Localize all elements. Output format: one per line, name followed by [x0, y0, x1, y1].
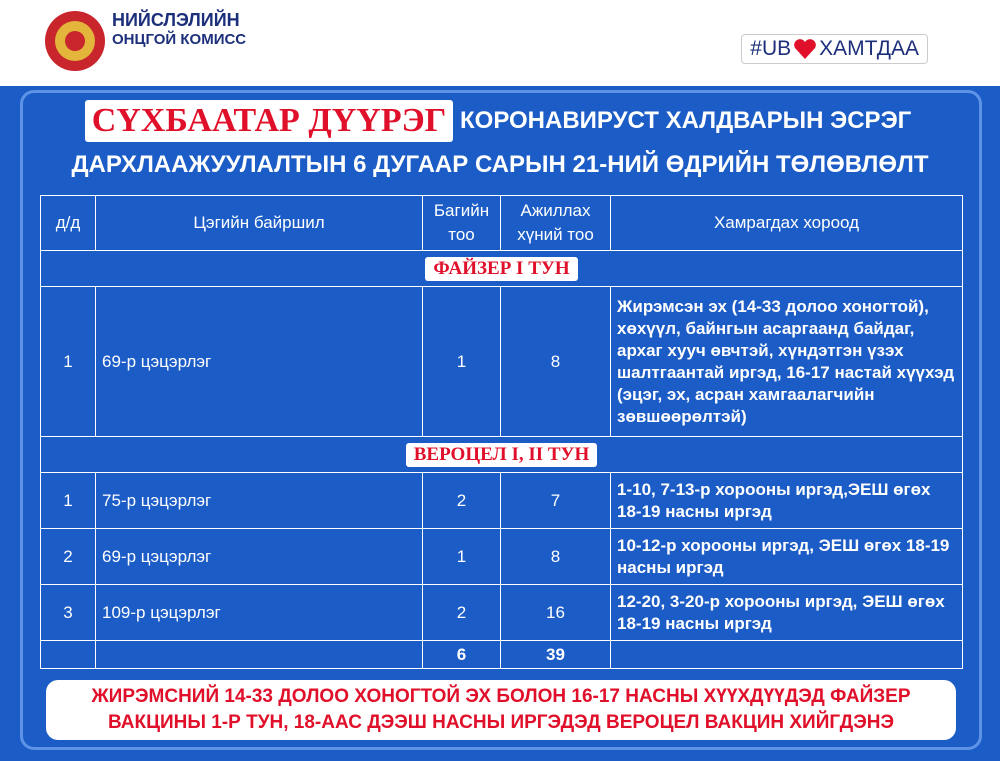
- org-line: НИЙСЛЭЛИЙН: [112, 10, 240, 30]
- cell: 1: [40, 286, 96, 437]
- column-header: Хамрагдах хороод: [610, 195, 963, 251]
- hashtag-suffix: ХАМТДАА: [819, 37, 919, 60]
- org-line: ОНЦГОЙ КОМИСС: [112, 31, 247, 48]
- column-header: д/д: [40, 195, 96, 251]
- cell: 69-р цэцэрлэг: [95, 286, 423, 437]
- frame: [20, 90, 982, 750]
- column-header: Багийн тоо: [422, 195, 501, 251]
- total-cell: 6: [422, 640, 501, 669]
- cell: Жирэмсэн эх (14-33 долоо хоногтой), хөхү…: [610, 286, 963, 437]
- heart: [794, 39, 816, 59]
- cell: 8: [500, 286, 611, 437]
- hashtag-prefix: #UB: [750, 37, 792, 60]
- cell: 2: [422, 472, 501, 529]
- cell: 109-р цэцэрлэг: [95, 584, 423, 641]
- section-cell: ФАЙЗЕР I ТУН: [40, 250, 963, 287]
- section-row: ФАЙЗЕР I ТУН: [40, 250, 963, 287]
- cell: 75-р цэцэрлэг: [95, 472, 423, 529]
- header: НИЙСЛЭЛИЙН ОНЦГОЙ КОМИСС #UB ХАМТДАА: [0, 0, 1000, 86]
- footer-line: ВАКЦИНЫ 1-Р ТУН, 18-ААС ДЭЭШ НАСНЫ ИРГЭД…: [108, 712, 894, 733]
- total-cell: 39: [500, 640, 611, 669]
- hashtag: #UB ХАМТДАА: [741, 34, 928, 64]
- cell: 1: [40, 472, 96, 529]
- cell: 69-р цэцэрлэг: [95, 528, 423, 585]
- cell: 7: [500, 472, 611, 529]
- cell: 1: [422, 528, 501, 585]
- cell: [610, 640, 963, 669]
- footer-line: ЖИРЭМСНИЙ 14-33 ДОЛОО ХОНОГТОЙ ЭХ БОЛОН …: [91, 686, 911, 707]
- cell: [40, 640, 96, 669]
- cell: 2: [422, 584, 501, 641]
- row: 1 69-р цэцэрлэг 1 8 Жирэмсэн эх (14-33 долоо…: [40, 286, 963, 437]
- cell: 8: [500, 528, 611, 585]
- title-line: КОРОНАВИРУСТ ХАЛДВАРЫН ЭСРЭГ: [460, 107, 912, 134]
- footer: ЖИРЭМСНИЙ 14-33 ДОЛОО ХОНОГТОЙ ЭХ БОЛОН …: [46, 680, 956, 740]
- cell: 1-10, 7-13-р хорооны иргэд,ЭЕШ өгөх 18-1…: [610, 472, 963, 529]
- content: СҮХБААТАР ДҮҮРЭГ КОРОНАВИРУСТ ХАЛДВАРЫН …: [0, 86, 1000, 761]
- column-header: Ажиллах хүний тоо: [500, 195, 611, 251]
- section-title: ВЕРОЦЕЛ I, II ТУН: [405, 442, 598, 467]
- cell: 12-20, 3-20-р хорооны иргэд, ЭЕШ өгөх 18…: [610, 584, 963, 641]
- section-row: ВЕРОЦЕЛ I, II ТУН: [40, 436, 963, 473]
- table: д/д Цэгийн байршил Багийн тоо Ажиллах хүний…: [40, 195, 963, 669]
- header-row: д/д Цэгийн байршил Багийн тоо Ажиллах хүний…: [40, 195, 963, 251]
- district: СҮХБААТАР ДҮҮРЭГ: [85, 100, 453, 142]
- emblem: [45, 11, 105, 71]
- cell: 1: [422, 286, 501, 437]
- cell: [95, 640, 423, 669]
- total-row: 6 39: [40, 640, 963, 669]
- row: 3 109-р цэцэрлэг 2 16 12-20, 3-20-р хорооны …: [40, 584, 963, 641]
- section-title: ФАЙЗЕР I ТУН: [425, 256, 578, 281]
- column-header: Цэгийн байршил: [95, 195, 423, 251]
- row: 2 69-р цэцэрлэг 1 8 10-12-р хорооны иргэд, Э…: [40, 528, 963, 585]
- org-name: НИЙСЛЭЛИЙН ОНЦГОЙ КОМИСС: [112, 10, 246, 50]
- cell: 2: [40, 528, 96, 585]
- cell: 3: [40, 584, 96, 641]
- row: 1 75-р цэцэрлэг 2 7 1-10, 7-13-р хорооны ирг…: [40, 472, 963, 529]
- title-line: ДАРХЛААЖУУЛАЛТЫН 6 ДУГААР САРЫН 21-НИЙ Ө…: [71, 151, 929, 178]
- cell: 16: [500, 584, 611, 641]
- section-cell: ВЕРОЦЕЛ I, II ТУН: [40, 436, 963, 473]
- cell: 10-12-р хорооны иргэд, ЭЕШ өгөх 18-19 на…: [610, 528, 963, 585]
